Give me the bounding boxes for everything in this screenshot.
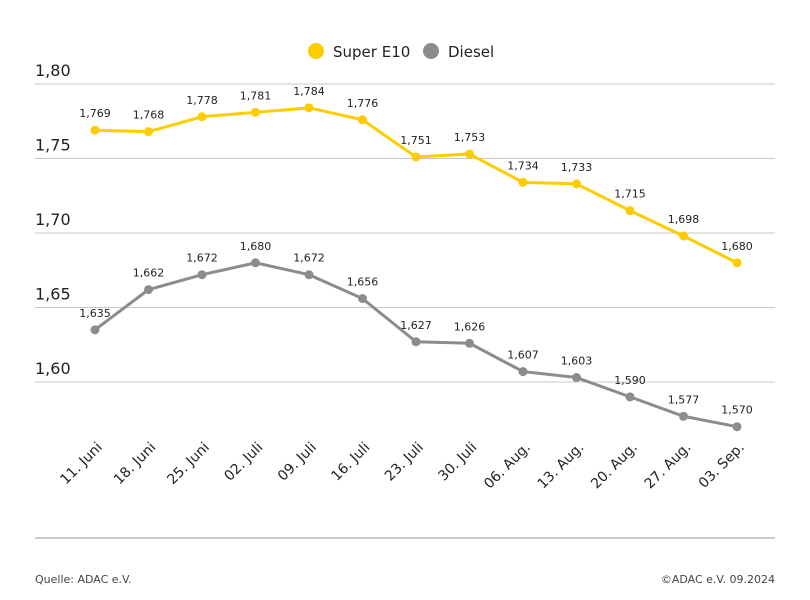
data-label-diesel: 1,626 xyxy=(454,320,486,333)
data-label-super-e10: 1,784 xyxy=(293,85,325,98)
data-label-diesel: 1,672 xyxy=(293,252,325,265)
data-label-diesel: 1,603 xyxy=(561,355,593,368)
data-label-super-e10: 1,753 xyxy=(454,131,486,144)
data-point-diesel xyxy=(197,270,207,280)
data-point-super-e10 xyxy=(144,127,153,137)
data-point-diesel xyxy=(732,422,742,432)
data-label-super-e10: 1,769 xyxy=(79,107,111,120)
x-tick-label: 25. Juni xyxy=(164,440,212,488)
y-tick-label: 1,70 xyxy=(35,210,71,229)
y-tick-label: 1,80 xyxy=(35,61,71,80)
data-point-diesel xyxy=(518,367,528,377)
data-label-diesel: 1,635 xyxy=(79,307,111,320)
data-point-diesel xyxy=(304,270,314,280)
data-point-diesel xyxy=(144,285,153,295)
data-label-super-e10: 1,776 xyxy=(347,97,379,110)
data-label-super-e10: 1,680 xyxy=(721,240,753,253)
y-tick-label: 1,60 xyxy=(35,359,71,378)
data-point-diesel xyxy=(251,258,260,268)
x-tick-label: 06. Aug. xyxy=(481,440,534,493)
legend-label-diesel: Diesel xyxy=(448,43,494,61)
data-label-diesel: 1,680 xyxy=(240,240,272,253)
data-point-super-e10 xyxy=(304,103,314,113)
x-tick-label: 02. Juli xyxy=(221,440,266,485)
data-label-super-e10: 1,698 xyxy=(668,213,700,226)
x-tick-label: 09. Juli xyxy=(275,440,320,485)
data-label-super-e10: 1,715 xyxy=(614,188,646,201)
data-point-diesel xyxy=(90,325,100,335)
data-point-super-e10 xyxy=(358,115,367,125)
data-point-super-e10 xyxy=(465,149,474,159)
y-tick-label: 1,65 xyxy=(35,285,71,304)
x-tick-label: 03. Sep. xyxy=(696,440,748,492)
data-point-super-e10 xyxy=(625,206,635,216)
data-point-diesel xyxy=(572,373,581,383)
data-label-super-e10: 1,778 xyxy=(186,94,218,107)
data-label-super-e10: 1,733 xyxy=(561,161,593,174)
x-tick-label: 30. Juli xyxy=(435,440,480,485)
legend-marker-super-e10 xyxy=(308,43,324,59)
series-line-super-e10 xyxy=(94,106,738,265)
x-tick-label: 20. Aug. xyxy=(588,440,641,493)
data-point-super-e10 xyxy=(572,179,581,189)
data-label-diesel: 1,590 xyxy=(614,374,646,387)
copyright-note: ©ADAC e.V. 09.2024 xyxy=(661,573,775,586)
data-label-diesel: 1,607 xyxy=(507,349,539,362)
data-point-super-e10 xyxy=(90,125,100,135)
data-point-super-e10 xyxy=(518,177,528,187)
data-point-super-e10 xyxy=(679,231,688,241)
source-note: Quelle: ADAC e.V. xyxy=(35,573,132,586)
data-label-diesel: 1,672 xyxy=(186,252,218,265)
data-label-diesel: 1,577 xyxy=(668,393,700,406)
data-label-diesel: 1,570 xyxy=(721,404,753,417)
data-label-super-e10: 1,781 xyxy=(240,89,272,102)
data-label-diesel: 1,627 xyxy=(400,319,432,332)
data-point-super-e10 xyxy=(732,258,742,268)
data-label-super-e10: 1,751 xyxy=(400,134,432,147)
data-point-super-e10 xyxy=(197,112,207,122)
data-point-diesel xyxy=(358,294,367,304)
x-tick-label: 18. Juni xyxy=(111,440,159,488)
data-label-diesel: 1,656 xyxy=(347,276,379,289)
y-tick-label: 1,75 xyxy=(35,136,71,155)
data-point-super-e10 xyxy=(251,107,260,117)
data-point-diesel xyxy=(679,411,688,421)
x-tick-label: 23. Juli xyxy=(382,440,427,485)
data-label-super-e10: 1,768 xyxy=(133,109,165,122)
data-point-diesel xyxy=(465,338,474,348)
x-tick-label: 27. Aug. xyxy=(642,440,695,493)
data-label-diesel: 1,662 xyxy=(133,267,165,280)
legend-label-super-e10: Super E10 xyxy=(333,43,410,61)
data-point-diesel xyxy=(411,337,421,347)
x-tick-label: 11. Juni xyxy=(57,440,105,488)
x-tick-label: 16. Juli xyxy=(328,440,373,485)
data-point-diesel xyxy=(625,392,635,402)
legend: Super E10 Diesel xyxy=(308,43,494,61)
x-tick-label: 13. Aug. xyxy=(535,440,588,493)
legend-marker-diesel xyxy=(423,43,439,59)
data-point-super-e10 xyxy=(411,152,421,162)
data-label-super-e10: 1,734 xyxy=(507,159,539,172)
